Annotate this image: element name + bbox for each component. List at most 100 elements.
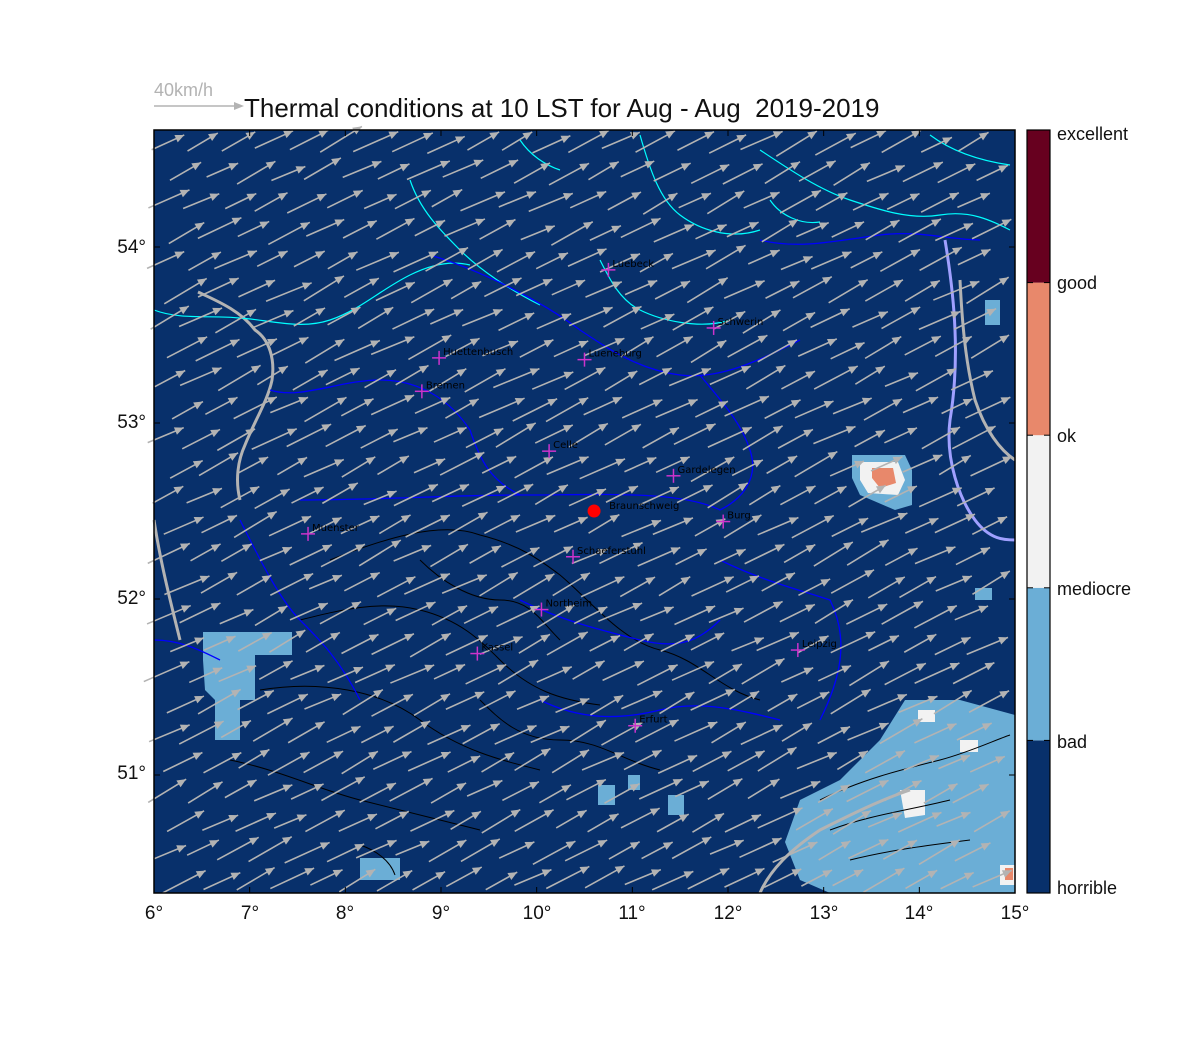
wind-arrow [531, 371, 574, 390]
wind-arrow [814, 132, 857, 156]
wind-arrow [579, 458, 626, 480]
wind-arrow [972, 869, 1013, 888]
wind-arrow [445, 337, 480, 358]
wind-arrow [482, 340, 519, 357]
wind-arrow [479, 571, 519, 597]
wind-arrow [254, 130, 294, 149]
wind-arrow [201, 514, 238, 534]
wind-arrow [744, 543, 785, 565]
x-tick-label: 15° [1000, 903, 1030, 924]
wind-arrow [914, 662, 960, 684]
colorbar-segment [1027, 435, 1050, 588]
wind-arrow [879, 718, 923, 745]
wind-arrow [782, 311, 816, 332]
wind-arrow [830, 569, 875, 594]
wind-arrow [494, 724, 537, 745]
wind-arrow [828, 278, 869, 304]
city-marker: Schaeferstuhl [566, 546, 646, 564]
wind-arrow [656, 813, 690, 833]
city-marker: Celle [542, 440, 578, 459]
wind-arrow [371, 693, 414, 717]
wind-arrow [236, 574, 272, 596]
wind-arrow [151, 134, 185, 151]
wind-arrow [958, 131, 989, 152]
x-tick-label: 10° [522, 903, 552, 924]
x-tick-label: 13° [809, 903, 839, 924]
wind-arrow [430, 543, 469, 568]
wind-arrow [658, 576, 691, 597]
wind-arrow [497, 483, 534, 504]
wind-arrow [604, 783, 640, 804]
wind-arrow [678, 192, 712, 209]
wind-arrow [846, 779, 889, 803]
wind-arrow [148, 724, 190, 743]
wind-arrow [168, 221, 205, 245]
wind-arrow [342, 688, 384, 716]
wind-arrow [431, 188, 463, 208]
wind-arrow [267, 751, 310, 776]
wind-arrow [707, 777, 743, 801]
wind-arrow [934, 222, 974, 242]
wind-arrow [533, 545, 574, 568]
wind-arrow [392, 720, 431, 743]
wind-arrow [407, 751, 451, 772]
wind-arrow [395, 364, 429, 386]
wind-arrow [590, 694, 624, 716]
wind-arrow [359, 782, 397, 804]
wind-arrow [745, 364, 786, 390]
wind-arrow [867, 576, 906, 599]
wind-arrow [364, 369, 397, 389]
wind-arrow [182, 193, 220, 210]
wind-arrow [555, 697, 590, 714]
wind-arrow [305, 809, 346, 833]
wind-arrow [863, 867, 905, 893]
wind-arrow [390, 664, 435, 684]
wind-arrow [292, 369, 329, 391]
wind-arrow [409, 632, 452, 658]
wind-arrow [830, 688, 872, 715]
wind-arrow [197, 216, 242, 240]
wind-arrow [620, 217, 661, 239]
wind-arrow [706, 190, 745, 215]
wind-arrow [659, 691, 695, 715]
wind-arrow [919, 246, 963, 272]
wind-arrow [198, 452, 239, 477]
x-tick-label: 7° [240, 903, 260, 924]
wind-arrow [914, 722, 957, 744]
wind-arrow [308, 574, 343, 590]
wind-arrow [761, 572, 796, 592]
wind-arrow [673, 423, 716, 446]
wind-arrow [219, 608, 254, 625]
city-marker: Burg [716, 511, 751, 529]
wind-arrow [831, 221, 865, 238]
wind-arrow [867, 812, 903, 828]
city-label: Kassel [481, 643, 513, 654]
wind-arrow [940, 871, 975, 890]
wind-arrow [783, 543, 816, 564]
wind-arrow [325, 424, 367, 448]
wind-arrow [934, 636, 971, 656]
wind-arrow [970, 455, 1013, 477]
wind-arrow [605, 485, 639, 503]
wind-arrow [413, 693, 451, 716]
wind-arrow [512, 398, 558, 422]
wind-arrow [777, 428, 814, 449]
wind-arrow [340, 515, 380, 535]
wind-arrow [286, 423, 332, 448]
wind-arrow [772, 841, 818, 863]
wind-arrow [598, 602, 643, 622]
wind-arrow [342, 219, 378, 239]
wind-arrow [624, 868, 662, 886]
wind-arrow [414, 396, 451, 415]
wind-arrow [741, 657, 785, 685]
wind-arrow [814, 598, 854, 624]
wind-arrow [953, 307, 997, 331]
wind-arrow [780, 780, 821, 799]
wind-arrow [971, 218, 1012, 240]
wind-arrow [166, 336, 208, 359]
patch-bad-small-4 [668, 795, 684, 815]
wind-arrow [766, 455, 798, 475]
wind-arrow [340, 398, 374, 417]
wind-arrow [852, 192, 889, 211]
